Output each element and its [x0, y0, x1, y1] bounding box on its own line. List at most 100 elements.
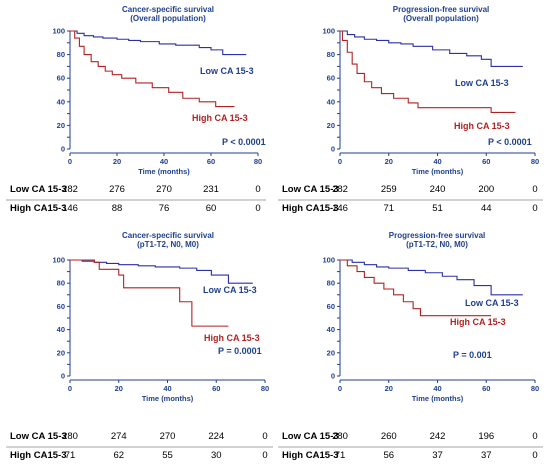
y-tick-label: 80	[327, 50, 335, 59]
y-tick-label: 0	[331, 372, 335, 381]
y-tick-label: 0	[61, 372, 65, 381]
low-ca153-curve	[340, 259, 523, 296]
x-tick-label: 0	[338, 384, 342, 393]
y-tick-label: 80	[327, 279, 335, 288]
risk-cell: 76	[159, 203, 170, 214]
risk-cell: 240	[430, 184, 446, 195]
y-tick-label: 20	[57, 348, 65, 357]
risk-cell: 200	[478, 184, 494, 195]
y-tick-label: 40	[57, 97, 65, 106]
x-tick-label: 0	[338, 157, 342, 166]
risk-cell: 0	[532, 450, 537, 461]
chart-title-line: Cancer-specific survival	[122, 5, 214, 14]
risk-cell: 0	[255, 203, 260, 214]
chart-title-line: Progression-free survival	[393, 5, 489, 14]
y-tick-label: 100	[52, 256, 65, 265]
low-series-label: Low CA 15-3	[203, 285, 257, 295]
risk-row-label: High CA15-3	[10, 203, 66, 214]
risk-cell: 224	[208, 431, 224, 442]
risk-cell: 51	[432, 203, 443, 214]
high-ca153-curve	[70, 259, 229, 327]
y-tick-label: 40	[327, 97, 335, 106]
risk-cell: 196	[478, 431, 494, 442]
risk-cell: 282	[62, 184, 78, 195]
risk-cell: 270	[156, 184, 172, 195]
p-value: P = 0.001	[453, 350, 492, 360]
risk-cell: 62	[113, 450, 124, 461]
high-ca153-curve	[340, 30, 516, 113]
x-tick-label: 40	[433, 384, 441, 393]
risk-row-label: High CA15-3	[282, 450, 338, 461]
risk-cell: 280	[332, 431, 348, 442]
km-panel-1: Cancer-specific survival (Overall populat…	[6, 5, 266, 214]
risk-cell: 260	[381, 431, 397, 442]
risk-cell: 30	[211, 450, 222, 461]
risk-cell: 231	[203, 184, 219, 195]
low-series-label: Low CA 15-3	[465, 298, 519, 308]
km-panel-3: Cancer-specific survival (pT1-T2, N0, M0)…	[6, 231, 273, 461]
chart-title-line: Progression-free survival	[389, 231, 485, 240]
x-tick-label: 20	[113, 157, 121, 166]
y-tick-label: 80	[57, 279, 65, 288]
risk-row-label: Low CA 15-3	[282, 184, 339, 195]
chart-title-line: Cancer-specific survival	[122, 231, 214, 240]
risk-cell: 56	[383, 450, 394, 461]
x-tick-label: 40	[163, 384, 171, 393]
risk-cell: 88	[112, 203, 123, 214]
x-axis-label: Time (months)	[412, 394, 464, 403]
x-tick-label: 0	[68, 157, 72, 166]
x-tick-label: 80	[261, 384, 269, 393]
risk-cell: 71	[65, 450, 76, 461]
risk-row-label: High CA15-3	[282, 203, 338, 214]
chart-title-line: (pT1-T2, N0, M0)	[406, 240, 468, 249]
risk-cell: 44	[481, 203, 492, 214]
x-tick-label: 60	[207, 157, 215, 166]
y-tick-label: 100	[322, 256, 335, 265]
y-tick-label: 20	[327, 348, 335, 357]
y-tick-label: 60	[327, 74, 335, 83]
chart-title: Cancer-specific survival (Overall populat…	[122, 5, 214, 23]
risk-cell: 146	[62, 203, 78, 214]
risk-cell: 280	[62, 431, 78, 442]
high-series-label: High CA 15-3	[454, 121, 510, 131]
chart-title-line: (Overall population)	[130, 14, 206, 23]
risk-cell: 71	[383, 203, 394, 214]
high-ca153-curve	[70, 30, 235, 108]
risk-row-label: Low CA 15-3	[10, 431, 67, 442]
risk-cell: 0	[532, 184, 537, 195]
high-series-label: High CA 15-3	[204, 333, 260, 343]
risk-cell: 60	[206, 203, 217, 214]
risk-cell: 0	[262, 450, 267, 461]
risk-cell: 270	[160, 431, 176, 442]
km-panel-4: Progression-free survival (pT1-T2, N0, M0…	[278, 231, 543, 461]
y-tick-label: 60	[57, 302, 65, 311]
risk-cell: 282	[332, 184, 348, 195]
p-value: P < 0.0001	[222, 137, 266, 147]
x-tick-label: 20	[115, 384, 123, 393]
risk-cell: 259	[381, 184, 397, 195]
y-tick-label: 40	[327, 325, 335, 334]
low-ca153-curve	[70, 259, 253, 284]
risk-cell: 242	[430, 431, 446, 442]
low-series-label: Low CA 15-3	[200, 66, 254, 76]
risk-cell: 0	[262, 431, 267, 442]
chart-title: Progression-free survival (Overall popula…	[393, 5, 489, 23]
x-tick-label: 80	[254, 157, 262, 166]
y-tick-label: 0	[331, 145, 335, 154]
risk-row-label: High CA15-3	[10, 450, 66, 461]
chart-title-line: (Overall population)	[403, 14, 479, 23]
risk-cell: 0	[532, 203, 537, 214]
x-axis-label: Time (months)	[138, 167, 190, 176]
y-tick-label: 60	[327, 302, 335, 311]
y-tick-label: 20	[57, 121, 65, 130]
high-ca153-curve	[340, 259, 492, 317]
y-tick-label: 0	[61, 145, 65, 154]
chart-title: Cancer-specific survival (pT1-T2, N0, M0)	[122, 231, 214, 249]
x-tick-label: 80	[531, 157, 539, 166]
x-tick-label: 40	[160, 157, 168, 166]
chart-title-line: (pT1-T2, N0, M0)	[137, 240, 199, 249]
